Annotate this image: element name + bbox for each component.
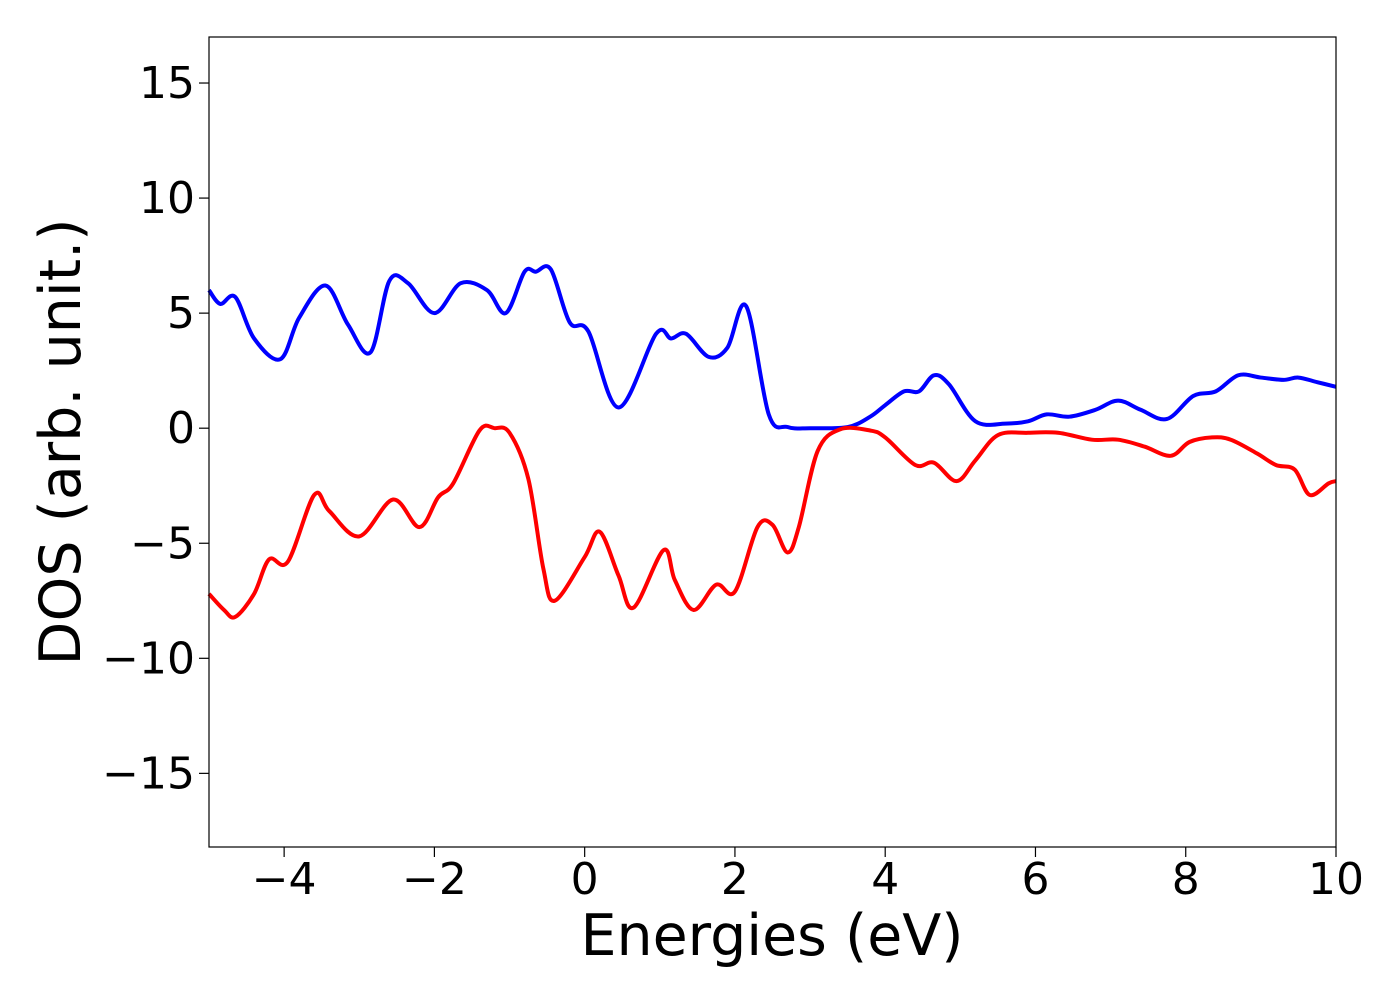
x-tick-label: 6	[1021, 854, 1049, 905]
x-tick-label: 0	[571, 854, 599, 905]
series-line-2	[207, 423, 1337, 620]
y-tick-label: −5	[130, 518, 195, 569]
plot-frame	[208, 36, 1337, 848]
x-tick-label: −2	[402, 854, 467, 905]
series-layer	[207, 264, 1337, 620]
x-tick-label: 10	[1308, 854, 1364, 905]
x-tick-label: 2	[721, 854, 749, 905]
y-tick-label: 15	[139, 58, 195, 109]
y-axis-label: DOS (arb. unit.)	[28, 219, 94, 666]
y-tick-label: 10	[139, 173, 195, 224]
x-tick-label: 4	[871, 854, 899, 905]
x-tick-label: −4	[252, 854, 317, 905]
x-axis-label: Energies (eV)	[580, 903, 963, 969]
series-line-1	[207, 264, 1337, 431]
x-axis: −4 −2 0 2 4 6 8 10	[252, 847, 1364, 905]
x-tick-label: 8	[1172, 854, 1200, 905]
y-tick-label: 0	[167, 403, 195, 454]
y-tick-label: −10	[102, 633, 195, 684]
y-tick-label: −15	[102, 748, 195, 799]
y-axis: −15 −10 −5 0 5 10 15	[102, 58, 209, 799]
y-tick-label: 5	[167, 288, 195, 339]
